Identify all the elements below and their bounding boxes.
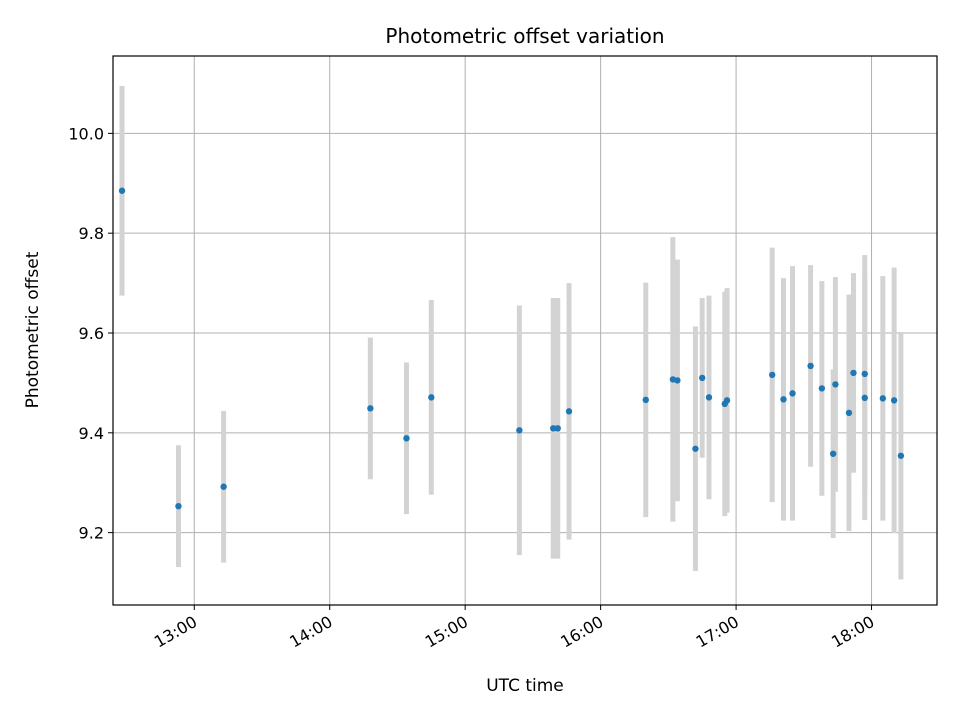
x-tick-label: 17:00 [693, 612, 742, 652]
x-tick-label: 18:00 [828, 612, 877, 652]
data-point [807, 362, 814, 370]
data-point [818, 385, 826, 392]
x-tick-label: 15:00 [422, 612, 471, 652]
data-points [118, 187, 905, 510]
data-point [723, 397, 731, 404]
plot-area [113, 56, 937, 605]
data-point [890, 397, 898, 404]
y-tick-label: 10.0 [68, 124, 104, 143]
y-axis-label: Photometric offset [23, 251, 43, 408]
data-point [118, 187, 126, 194]
y-tick-label: 9.6 [79, 324, 104, 343]
data-point [220, 483, 227, 490]
data-point [832, 381, 839, 388]
data-point [516, 427, 523, 434]
data-point [897, 452, 905, 459]
y-tick-label: 9.8 [79, 224, 104, 243]
data-point [175, 502, 182, 510]
data-point [428, 394, 435, 401]
axes-frame [112, 55, 938, 606]
data-point [769, 371, 776, 379]
data-point [879, 395, 887, 402]
data-point [850, 369, 857, 377]
data-point [789, 390, 796, 397]
y-tick-label: 9.4 [79, 424, 104, 443]
grid [113, 56, 937, 605]
x-axis-label: UTC time [486, 676, 564, 696]
x-tick-label: 13:00 [151, 612, 200, 652]
data-point [550, 425, 557, 432]
data-point [780, 396, 787, 403]
data-point [367, 405, 374, 412]
y-tick-label: 9.2 [79, 524, 104, 543]
data-point [829, 450, 837, 457]
data-point [699, 374, 706, 382]
y-axis-ticks: 9.2 9.4 9.6 9.8 10.0 [68, 124, 113, 543]
chart-title: Photometric offset variation [385, 24, 664, 48]
data-point [554, 425, 561, 432]
data-point [674, 377, 681, 384]
data-point [565, 408, 573, 415]
x-tick-label: 14:00 [286, 612, 335, 652]
data-point [692, 445, 699, 452]
data-point [861, 370, 868, 378]
data-point [861, 394, 868, 402]
data-point [642, 396, 649, 404]
data-point [845, 409, 853, 417]
data-point [705, 394, 713, 401]
x-axis-ticks: 13:00 14:00 15:00 16:00 17:00 18:00 [151, 605, 878, 652]
x-tick-label: 16:00 [557, 612, 606, 652]
data-point [403, 435, 410, 442]
